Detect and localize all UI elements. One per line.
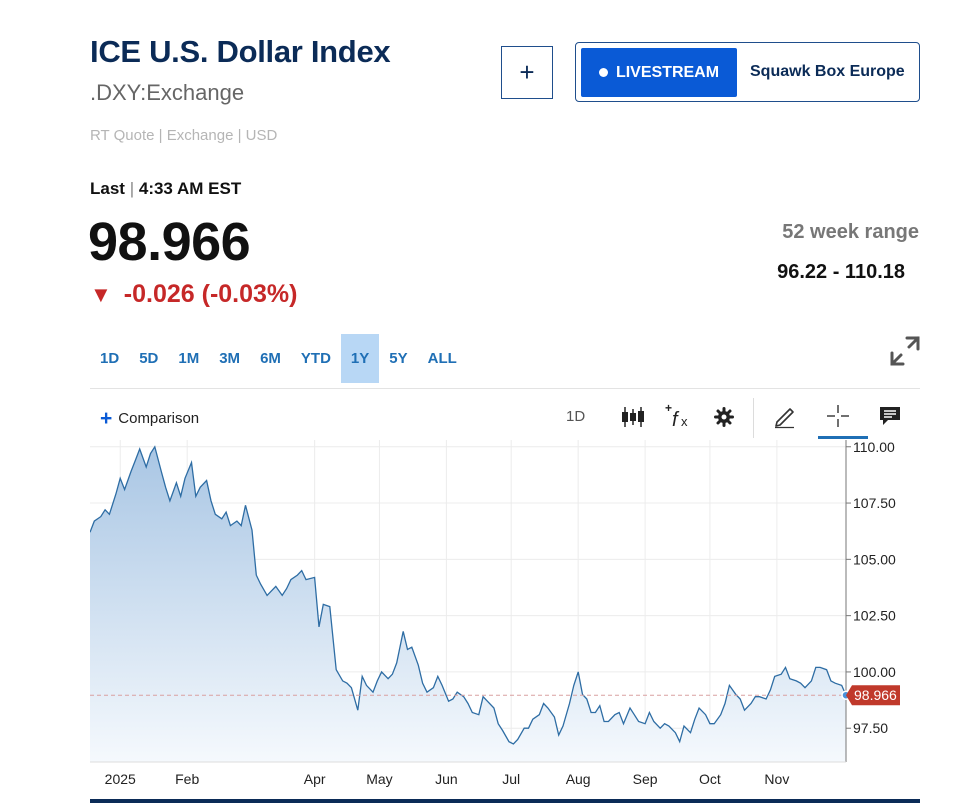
tab-5d[interactable]: 5D <box>139 350 159 367</box>
livestream-box[interactable]: LIVESTREAM Squawk Box Europe <box>575 42 920 102</box>
x-tick-label: 2025 <box>105 771 136 787</box>
last-separator: | <box>129 179 135 198</box>
quote-meta: RT Quote | Exchange | USD <box>90 127 278 144</box>
live-dot-icon <box>598 68 608 77</box>
range-label: 52 week range <box>782 221 919 243</box>
x-tick-label: Jul <box>502 771 520 787</box>
tab-1d[interactable]: 1D <box>100 350 120 367</box>
y-tick-label: 110.00 <box>853 440 895 455</box>
bottom-bar <box>90 799 920 803</box>
x-tick-label: Aug <box>566 771 591 787</box>
x-tick-label: May <box>366 771 392 787</box>
y-tick-label: 107.50 <box>853 495 896 511</box>
y-tick-label: 100.00 <box>853 664 896 680</box>
symbol-label: .DXY:Exchange <box>90 80 245 105</box>
price-change: ▼ -0.026 (-0.03%) <box>90 280 297 309</box>
tab-5y[interactable]: 5Y <box>389 350 408 367</box>
last-price: 98.966 <box>88 212 251 272</box>
x-tick-label: Apr <box>304 771 326 787</box>
price-chart[interactable]: 97.50 100.00 102.50 105.00 107.50 110.00 2025 F… <box>90 440 920 802</box>
add-to-watchlist-button[interactable]: + <box>501 46 553 99</box>
livestream-button[interactable]: LIVESTREAM <box>581 48 737 97</box>
candlestick-icon[interactable] <box>620 405 646 429</box>
y-tick-label: 102.50 <box>853 608 896 624</box>
x-tick-label: Jun <box>435 771 458 787</box>
range-value: 96.22 - 110.18 <box>777 261 905 283</box>
page-title: ICE U.S. Dollar Index <box>90 34 391 69</box>
price-line <box>90 445 847 745</box>
pencil-icon[interactable] <box>772 403 798 429</box>
price-area <box>90 446 846 762</box>
last-trade-label: Last | 4:33 AM EST <box>90 179 241 199</box>
comparison-button[interactable]: + Comparison <box>100 406 200 430</box>
change-value: -0.026 (-0.03%) <box>123 280 298 308</box>
plus-icon: + <box>100 406 113 430</box>
svg-text:+: + <box>665 402 672 415</box>
x-tick-label: Sep <box>633 771 658 787</box>
comparison-label: Comparison <box>118 410 200 427</box>
x-tick-label: Feb <box>175 771 199 787</box>
last-label: Last <box>90 179 125 198</box>
tab-1y[interactable]: 1Y <box>340 334 380 383</box>
current-price-flag <box>846 685 900 706</box>
expand-icon[interactable] <box>888 334 922 368</box>
y-tick-label: 105.00 <box>853 551 896 567</box>
x-tick-label: Nov <box>764 771 789 787</box>
crosshair-icon[interactable] <box>826 404 850 428</box>
current-price-label: 98.966 <box>854 687 897 703</box>
crosshair-active-indicator <box>818 436 868 439</box>
down-arrow-icon: ▼ <box>90 281 112 307</box>
show-name[interactable]: Squawk Box Europe <box>750 63 905 80</box>
timeframe-tabs: 1D 5D 1M 3M 6M YTD 1Y 5Y ALL <box>90 334 467 383</box>
comment-icon[interactable] <box>878 405 902 427</box>
livestream-label: LIVESTREAM <box>615 63 720 81</box>
last-time: 4:33 AM EST <box>138 179 242 198</box>
tab-3m[interactable]: 3M <box>219 350 241 367</box>
svg-text:x: x <box>681 414 688 429</box>
function-icon[interactable]: + f x <box>665 402 693 432</box>
gear-icon[interactable] <box>714 407 734 427</box>
tab-all[interactable]: ALL <box>427 350 457 367</box>
tab-6m[interactable]: 6M <box>260 350 281 367</box>
interval-button[interactable]: 1D <box>566 408 586 425</box>
x-tick-label: Oct <box>699 771 721 787</box>
tab-1m[interactable]: 1M <box>178 350 200 367</box>
y-tick-label: 97.50 <box>853 720 888 736</box>
toolbar-separator <box>753 398 754 438</box>
svg-text:f: f <box>672 409 680 431</box>
tab-ytd[interactable]: YTD <box>300 350 331 367</box>
section-divider <box>90 388 920 389</box>
